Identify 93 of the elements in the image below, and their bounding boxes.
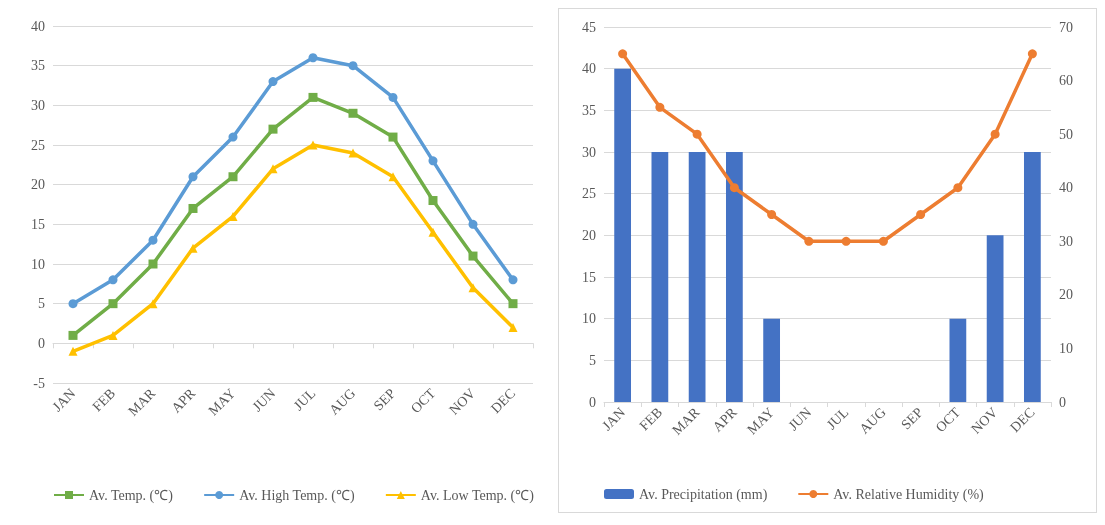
y-tick-label: 0 bbox=[589, 394, 596, 410]
point bbox=[188, 243, 198, 253]
legend-label: Av. High Temp. (℃) bbox=[239, 487, 355, 504]
point bbox=[348, 148, 358, 158]
point bbox=[348, 61, 358, 71]
x-tick-label: FEB bbox=[636, 404, 666, 434]
bar bbox=[614, 68, 632, 402]
bar bbox=[651, 152, 669, 402]
point bbox=[388, 92, 398, 102]
x-tick-label: SEP bbox=[370, 385, 399, 414]
point bbox=[108, 330, 118, 340]
bar bbox=[949, 318, 967, 402]
point bbox=[308, 53, 318, 63]
point bbox=[953, 183, 963, 193]
point bbox=[148, 235, 158, 245]
y-tick-label: 10 bbox=[582, 311, 596, 327]
point bbox=[348, 108, 358, 118]
point bbox=[655, 102, 665, 112]
point bbox=[428, 156, 438, 166]
point bbox=[388, 132, 398, 142]
y-tick-label: 15 bbox=[31, 216, 45, 232]
y2-tick-label: 0 bbox=[1059, 394, 1066, 410]
y2-tick-label: 60 bbox=[1059, 73, 1073, 89]
point bbox=[1027, 49, 1037, 59]
point bbox=[268, 164, 278, 174]
y-tick-label: 30 bbox=[582, 144, 596, 160]
y-tick-label: 45 bbox=[582, 19, 596, 35]
point bbox=[68, 299, 78, 309]
y-tick-label: 15 bbox=[582, 269, 596, 285]
y-tick-label: 40 bbox=[31, 18, 45, 34]
legend-label: Av. Low Temp. (℃) bbox=[420, 487, 535, 504]
bar bbox=[1023, 152, 1041, 402]
point bbox=[308, 140, 318, 150]
y2-tick-label: 50 bbox=[1059, 126, 1073, 142]
point bbox=[618, 49, 628, 59]
x-tick-label: FEB bbox=[89, 385, 119, 415]
point bbox=[68, 330, 78, 340]
x-tick-label: SEP bbox=[898, 404, 927, 433]
x-tick-label: JUL bbox=[290, 385, 319, 414]
point bbox=[468, 219, 478, 229]
point bbox=[228, 132, 238, 142]
y2-tick-label: 40 bbox=[1059, 180, 1073, 196]
y-tick-label: -5 bbox=[33, 375, 45, 391]
y-tick-label: 25 bbox=[31, 137, 45, 153]
point bbox=[68, 346, 78, 356]
y-tick-label: 35 bbox=[31, 58, 45, 74]
y-tick-label: 40 bbox=[582, 61, 596, 77]
point bbox=[508, 322, 518, 332]
point bbox=[228, 172, 238, 182]
bar bbox=[763, 318, 781, 402]
point bbox=[148, 259, 158, 269]
point bbox=[508, 275, 518, 285]
point bbox=[508, 299, 518, 309]
bar bbox=[986, 235, 1004, 402]
y-tick-label: 5 bbox=[38, 296, 45, 312]
bar bbox=[725, 152, 743, 402]
y2-tick-label: 10 bbox=[1059, 340, 1073, 356]
legend-label: Av. Relative Humidity (%) bbox=[833, 486, 985, 503]
point bbox=[268, 124, 278, 134]
legend-label: Av. Temp. (℃) bbox=[89, 487, 174, 504]
y2-tick-label: 30 bbox=[1059, 233, 1073, 249]
point bbox=[428, 227, 438, 237]
y-tick-label: 20 bbox=[31, 177, 45, 193]
point bbox=[308, 92, 318, 102]
y-tick-label: 35 bbox=[582, 102, 596, 118]
legend-label: Av. Precipitation (mm) bbox=[639, 486, 768, 503]
point bbox=[108, 299, 118, 309]
y-tick-label: 30 bbox=[31, 97, 45, 113]
bar bbox=[688, 152, 706, 402]
point bbox=[692, 129, 702, 139]
y-tick-label: 10 bbox=[31, 256, 45, 272]
y2-tick-label: 20 bbox=[1059, 287, 1073, 303]
y2-tick-label: 70 bbox=[1059, 19, 1073, 35]
point bbox=[188, 203, 198, 213]
point bbox=[268, 77, 278, 87]
point bbox=[990, 129, 1000, 139]
point bbox=[767, 210, 777, 219]
y-tick-label: 20 bbox=[582, 227, 596, 243]
point bbox=[388, 172, 398, 182]
point bbox=[729, 183, 739, 193]
point bbox=[188, 172, 198, 182]
point bbox=[841, 236, 851, 246]
point bbox=[804, 236, 814, 246]
point bbox=[108, 275, 118, 285]
point bbox=[148, 299, 158, 309]
y-tick-label: 25 bbox=[582, 186, 596, 202]
x-tick-label: JUL bbox=[823, 404, 852, 433]
point bbox=[878, 236, 888, 246]
y-tick-label: 5 bbox=[589, 352, 596, 368]
point bbox=[916, 210, 926, 219]
point bbox=[468, 251, 478, 261]
point bbox=[428, 196, 438, 206]
y-tick-label: 0 bbox=[38, 335, 45, 351]
